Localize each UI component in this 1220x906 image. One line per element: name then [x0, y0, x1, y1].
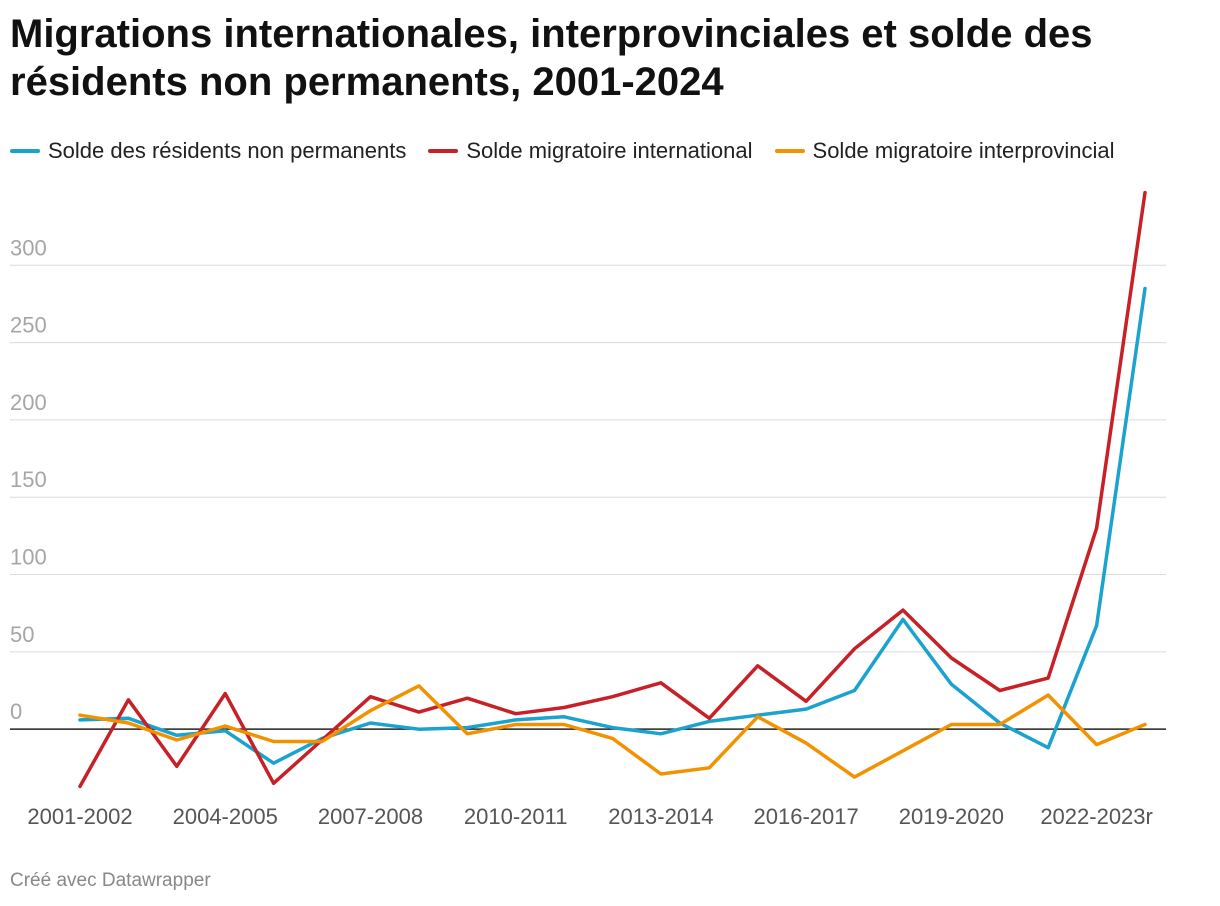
y-tick-label: 50 [10, 622, 34, 647]
legend-label: Solde migratoire international [466, 138, 753, 163]
x-tick-label: 2007-2008 [318, 804, 423, 829]
x-tick-label: 2001-2002 [27, 804, 132, 829]
legend-swatch [774, 149, 805, 153]
y-axis-ticks: 300 250 200 150 100 50 0 [10, 235, 47, 724]
series-line [78, 684, 1147, 779]
chart-title: Migrations internationales, interprovinc… [10, 12, 1093, 104]
x-tick-label: 2019-2020 [899, 804, 1004, 829]
x-tick-label: 2004-2005 [173, 804, 278, 829]
y-tick-label: 100 [10, 545, 47, 570]
legend-swatch [10, 149, 40, 153]
y-tick-label: 250 [10, 313, 47, 338]
footer-credit: Créé avec Datawrapper [10, 870, 211, 891]
y-tick-label: 300 [10, 235, 47, 260]
x-tick-label: 2016-2017 [754, 804, 859, 829]
y-tick-label: 0 [10, 699, 22, 724]
x-tick-label: 2022-2023r [1040, 804, 1153, 829]
series-line [78, 190, 1147, 789]
legend-swatch [428, 149, 459, 153]
gridlines [10, 264, 1166, 653]
legend-item: Solde des résidents non permanents [10, 138, 406, 164]
x-tick-label: 2013-2014 [608, 804, 713, 829]
x-axis-ticks: 2001-2002 2004-2005 2007-2008 2010-2011 2013… [27, 804, 1152, 829]
legend: Solde des résidents non permanents Solde … [10, 136, 1115, 166]
legend-item: Solde migratoire international [428, 138, 753, 164]
legend-label: Solde des résidents non permanents [48, 138, 407, 163]
y-tick-label: 200 [10, 390, 47, 415]
y-tick-label: 150 [10, 467, 47, 492]
x-tick-label: 2010-2011 [464, 804, 568, 829]
legend-label: Solde migratoire interprovincial [812, 138, 1115, 163]
legend-item: Solde migratoire interprovincial [774, 138, 1115, 164]
series-line [78, 286, 1147, 765]
series-lines [78, 190, 1147, 789]
